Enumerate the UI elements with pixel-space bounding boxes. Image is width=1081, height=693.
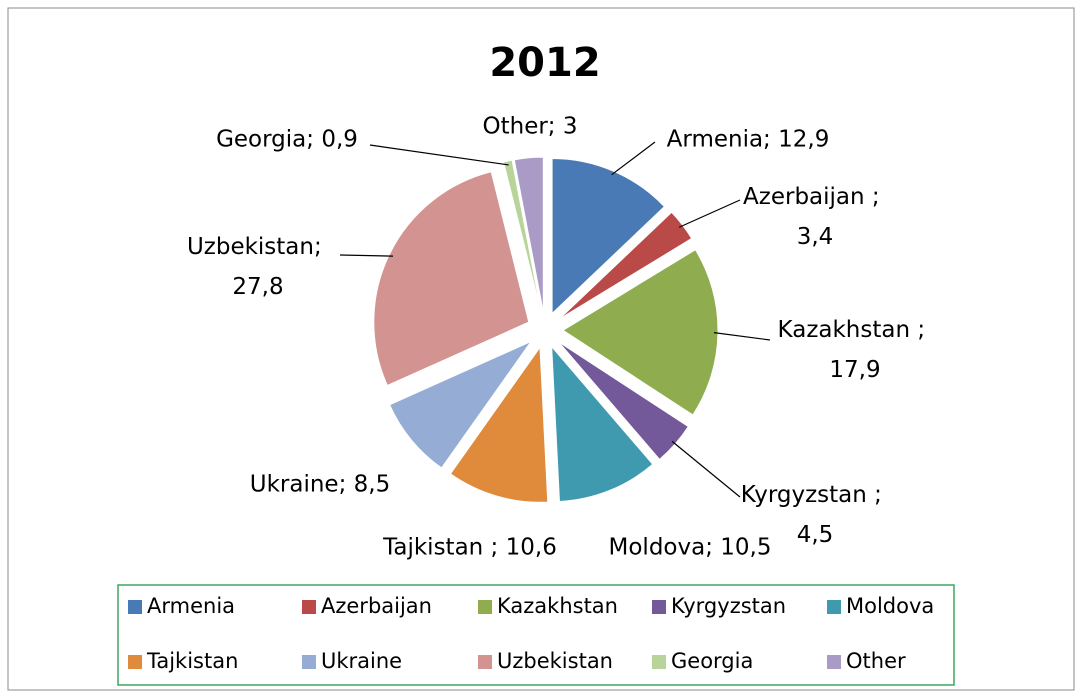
data-label-line: 4,5 [797,522,834,548]
pie-slice [558,211,693,320]
pie-slice [551,345,654,503]
legend-label: Kazakhstan [497,594,618,618]
legend-label: Ukraine [321,649,402,673]
legend-swatch [478,655,492,669]
leader-line [678,199,741,228]
pie-slice [502,159,542,313]
legend-label: Azerbaijan [321,594,432,618]
chart-frame [7,7,1075,691]
legend-label: Georgia [671,649,753,673]
data-label: Uzbekistan; 27,8 [187,234,329,300]
data-label-line: 27,8 [232,274,283,300]
chart-title: 2012 [489,40,600,86]
leader-line [369,144,509,166]
legend-label: Tajkistan [146,649,238,673]
data-label: Kazakhstan ; 17,9 [778,317,933,383]
data-label: Georgia; 0,9 [216,127,358,153]
legend-swatch [302,600,316,614]
data-label-line: Kazakhstan ; [778,317,933,343]
pie-slice [551,157,666,315]
data-label: Azerbaijan ; 3,4 [743,184,887,250]
pie-slice [449,345,549,503]
legend-swatch [302,655,316,669]
legend-swatch [478,600,492,614]
data-label: Tajkistan ; 10,6 [382,535,557,561]
legend-swatch [827,600,841,614]
legend-label: Armenia [147,594,235,618]
data-label-line: Kyrgyzstan ; [741,482,889,508]
data-label-line: Uzbekistan; [187,234,329,260]
leader-line [339,254,394,257]
legend-swatch [128,600,142,614]
data-label: Moldova; 10,5 [609,535,772,561]
legend-swatch [652,655,666,669]
legend-swatch [827,655,841,669]
legend-label: Other [846,649,906,673]
data-label: Other; 3 [483,114,578,140]
leader-line [611,141,656,176]
data-label-line: 17,9 [829,357,880,383]
legend-label: Uzbekistan [497,649,613,673]
data-label: Kyrgyzstan ; 4,5 [741,482,889,548]
pie-slice [388,340,533,469]
data-label-line: Azerbaijan ; [743,184,887,210]
leader-line [671,440,741,498]
legend-label: Moldova [846,594,934,618]
legend-label: Kyrgyzstan [671,594,786,618]
data-label-line: 3,4 [797,224,834,250]
pie-slice [513,156,544,313]
legend-swatch [652,600,666,614]
pie-slice [373,171,530,387]
data-label: Armenia; 12,9 [667,127,830,153]
data-label: Ukraine; 8,5 [250,472,390,498]
leader-line [713,332,771,341]
legend-box [117,584,955,686]
legend-swatch [128,655,142,669]
